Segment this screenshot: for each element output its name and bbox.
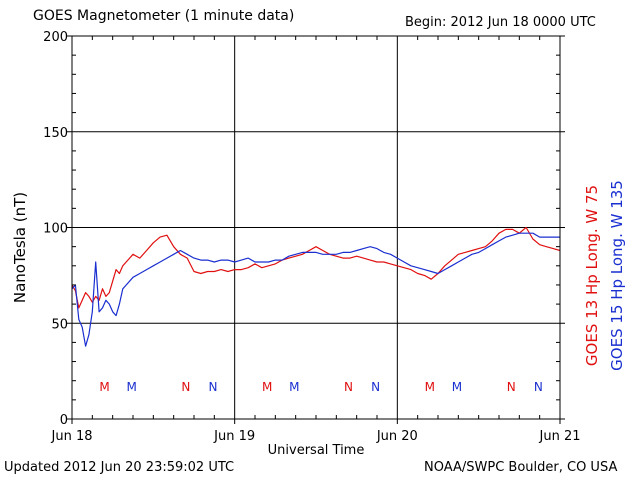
series-line-goes13 [71,226,561,309]
y-axis-label: NanoTesla (nT) [11,192,29,303]
series-layer [71,226,561,347]
marker-N-10: N [507,380,516,394]
y-tick-label-50: 50 [51,317,68,332]
x-tick-label-0: Jun 18 [51,429,93,444]
marker-N-7: N [371,380,380,394]
marker-N-3: N [208,380,217,394]
x-tick-label-24: Jun 19 [213,429,255,444]
x-axis-label: Universal Time [268,443,365,458]
y-tick-label-0: 0 [60,413,68,428]
grid-lines [72,36,560,419]
axis-ticks: 0 50 100 150 200 Jun 18 Jun 19 Jun 20 Jun 21 [43,30,580,444]
marker-N-6: N [344,380,353,394]
legend-goes15: GOES 15 Hp Long. W 135 [608,180,626,371]
marker-M-1: M [126,380,136,394]
x-tick-label-72: Jun 21 [539,429,581,444]
y-tick-label-200: 200 [43,30,68,45]
begin-time-label: Begin: 2012 Jun 18 0000 UTC [405,15,596,30]
marker-N-2: N [181,380,190,394]
marker-M-0: M [99,380,109,394]
marker-N-11: N [534,380,543,394]
x-tick-label-48: Jun 20 [376,429,418,444]
series-line-goes15 [71,232,560,347]
marker-M-8: M [425,380,435,394]
updated-timestamp: Updated 2012 Jun 20 23:59:02 UTC [4,460,235,475]
marker-M-9: M [452,380,462,394]
credit-label: NOAA/SWPC Boulder, CO USA [424,460,618,475]
y-tick-label-100: 100 [43,222,68,237]
chart-title: GOES Magnetometer (1 minute data) [33,8,295,24]
legend-goes13: GOES 13 Hp Long. W 75 [583,185,601,366]
marker-M-4: M [262,380,272,394]
y-tick-label-150: 150 [43,126,68,141]
marker-M-5: M [289,380,299,394]
